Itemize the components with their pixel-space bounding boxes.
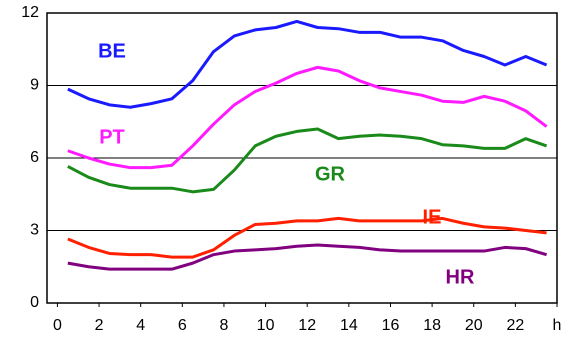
x-tick-label: 4 [136,317,145,334]
series-line [67,243,548,271]
x-tick-label: 0 [53,317,62,334]
series-label: BE [98,40,126,62]
series-label: HR [446,266,475,288]
x-tick-label: 12 [298,317,316,334]
x-tick-label: 22 [506,317,524,334]
y-tick-label: 3 [30,222,39,239]
x-tick-label: 16 [382,317,400,334]
y-tick-label: 9 [30,77,39,94]
series-line [67,216,547,259]
x-tick-label: 8 [219,317,228,334]
series-line [67,19,548,109]
x-tick-label: 18 [423,317,441,334]
series-label: PT [99,126,125,148]
y-tick-label: 6 [30,149,39,166]
series-label: GR [315,163,346,185]
x-tick-label: 14 [340,317,358,334]
x-tick-label: h [553,317,562,334]
series-line [67,65,548,170]
x-tick-label: 2 [95,317,104,334]
y-tick-label: 0 [30,294,39,311]
x-tick-label: 10 [257,317,275,334]
x-tick-label: 6 [178,317,187,334]
series-line [67,127,548,194]
y-tick-label: 12 [21,4,39,21]
x-tick-label: 20 [465,317,483,334]
series-label: IE [423,206,442,228]
